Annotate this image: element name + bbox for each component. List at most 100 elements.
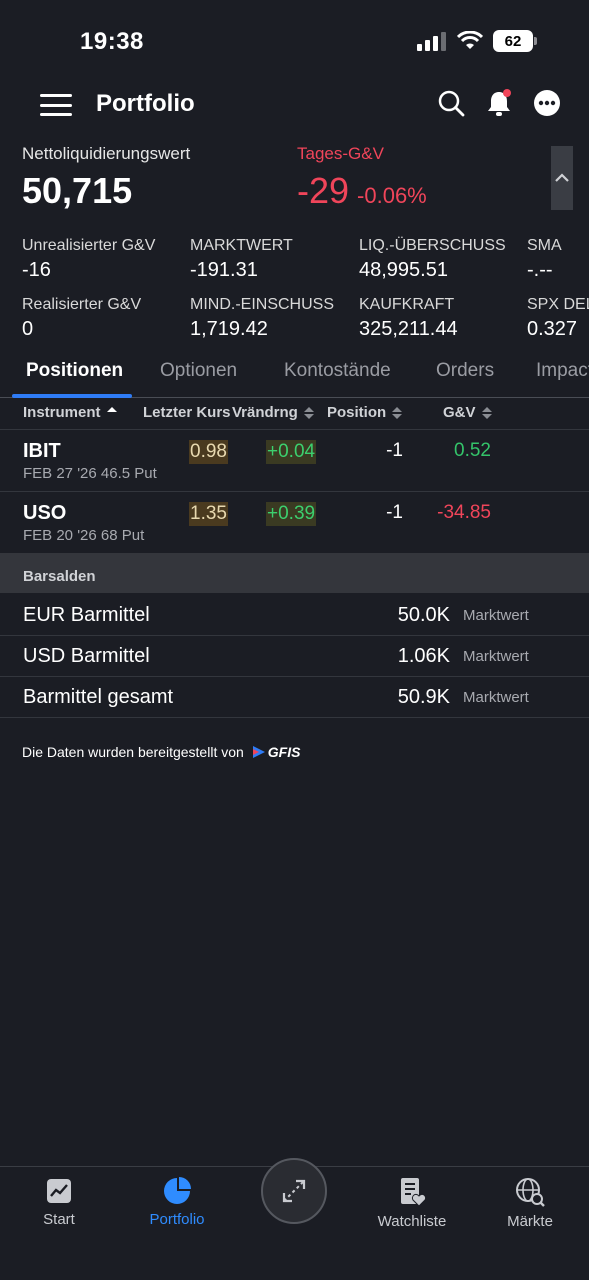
column-header-position[interactable]: Position [327, 404, 403, 421]
cash-sublabel: Marktwert [463, 648, 529, 665]
cash-value: 50.9K [397, 686, 450, 708]
metric-label: MARKTWERT [190, 237, 293, 254]
status-icons: 62 [417, 30, 537, 52]
tab-impact[interactable]: Impact [536, 360, 589, 381]
notification-bell-icon[interactable] [485, 88, 513, 118]
metric-label: MIND.-EINSCHUSS [190, 296, 335, 313]
cash-label: EUR Barmittel [23, 604, 150, 626]
section-header-cash: Barsalden [0, 553, 589, 593]
nav-portfolio[interactable]: Portfolio [122, 1177, 232, 1228]
column-header-label: Vrändrng [232, 404, 298, 421]
daily-pl-value: -29 [297, 170, 350, 211]
sort-icon [481, 406, 492, 419]
tab-orders[interactable]: Orders [436, 360, 495, 381]
chevron-up-icon [555, 173, 569, 182]
cash-label: USD Barmittel [23, 645, 150, 667]
nav-watchliste[interactable]: Watchliste [357, 1177, 467, 1230]
change: +0.39 [266, 502, 317, 526]
daily-pl: -29 -0.06% [297, 170, 427, 212]
active-tab-indicator [12, 394, 132, 398]
cash-row[interactable]: EUR Barmittel 50.0K Marktwert [0, 594, 589, 635]
metric-label: LIQ.-ÜBERSCHUSS [359, 237, 506, 254]
gfis-logo-text: GFIS [267, 744, 301, 760]
tab-bar: Positionen Optionen Kontostände Orders I… [0, 352, 589, 398]
metric-value: -16 [22, 259, 51, 281]
metric-label: SMA [527, 237, 562, 254]
collapse-summary-button[interactable] [551, 146, 573, 210]
table-row[interactable]: IBIT FEB 27 '26 46.5 Put 0.98 +0.04 -1 0… [0, 430, 589, 491]
row-description: FEB 27 '26 46.5 Put [23, 465, 157, 482]
column-header-pl[interactable]: G&V [443, 404, 492, 421]
trade-fab-button[interactable] [261, 1158, 327, 1224]
cash-value: 50.0K [397, 604, 450, 626]
sort-icon [106, 406, 117, 419]
tab-positionen[interactable]: Positionen [26, 360, 124, 381]
battery-icon: 62 [493, 30, 537, 52]
column-header-label: G&V [443, 404, 476, 421]
net-liq-value: 50,715 [22, 170, 133, 211]
table-row[interactable]: USO FEB 20 '26 68 Put 1.35 +0.39 -1 -34.… [0, 492, 589, 553]
metric-label: Realisierter G&V [22, 296, 142, 313]
nav-label: Watchliste [377, 1213, 447, 1230]
change: +0.04 [266, 440, 317, 464]
metric-label: KAUFKRAFT [359, 296, 455, 313]
column-header-label: Letzter Kurs [143, 404, 231, 421]
watchlist-icon [401, 1178, 426, 1207]
nav-start[interactable]: Start [4, 1177, 114, 1228]
more-options-icon[interactable] [533, 89, 561, 117]
status-time: 19:38 [80, 28, 144, 55]
globe-search-icon [516, 1178, 545, 1207]
divider [0, 717, 589, 718]
metric-value: -.-- [527, 259, 553, 281]
daily-pl-label: Tages-G&V [297, 144, 384, 163]
column-header-label: Position [327, 404, 387, 421]
net-liq-label: Nettoliquidierungswert [22, 144, 191, 163]
metric-label: SPX DELT [527, 296, 589, 313]
row-symbol: USO [23, 502, 67, 524]
divider [0, 635, 589, 636]
nav-label: Märkte [507, 1213, 553, 1230]
divider [0, 491, 589, 492]
gfis-logo: GFIS [252, 744, 301, 760]
metric-label: Unrealisierter G&V [22, 237, 156, 254]
row-symbol: IBIT [23, 440, 61, 462]
daily-pl-percent: -0.06% [357, 183, 427, 208]
column-header-change[interactable]: Vrändrng [232, 404, 314, 421]
last-price: 0.98 [189, 440, 228, 464]
nav-maerkte[interactable]: Märkte [475, 1177, 585, 1230]
cash-row[interactable]: USD Barmittel 1.06K Marktwert [0, 636, 589, 676]
tab-kontostaende[interactable]: Kontostände [284, 360, 391, 381]
tab-optionen[interactable]: Optionen [160, 360, 238, 381]
column-header-instrument[interactable]: Instrument [23, 404, 117, 421]
wifi-icon [457, 31, 483, 49]
data-provider-text: Die Daten wurden bereitgestellt von [22, 744, 244, 760]
cash-sublabel: Marktwert [463, 607, 529, 624]
menu-icon-line [40, 94, 72, 97]
menu-icon-line [40, 113, 72, 116]
search-icon[interactable] [437, 89, 465, 117]
metric-value: 48,995.51 [359, 259, 448, 281]
divider [0, 676, 589, 677]
menu-icon-line [40, 103, 72, 107]
data-provider-note: Die Daten wurden bereitgestellt von GFIS [22, 744, 300, 760]
metric-value: 0.327 [527, 318, 578, 340]
column-header-last-price[interactable]: Letzter Kurs [143, 404, 231, 421]
nav-label: Portfolio [149, 1211, 205, 1228]
signal-icon [417, 32, 446, 51]
position-qty: -1 [386, 502, 403, 523]
row-pl: -34.85 [437, 502, 491, 523]
sort-icon [303, 406, 314, 419]
gfis-logo-icon [252, 746, 265, 758]
cash-row[interactable]: Barmittel gesamt 50.9K Marktwert [0, 677, 589, 717]
metric-value: 325,211.44 [359, 318, 458, 340]
cash-label: Barmittel gesamt [23, 686, 174, 708]
row-description: FEB 20 '26 68 Put [23, 527, 145, 544]
metric-value: 1,719.42 [190, 318, 268, 340]
page-title: Portfolio [96, 90, 195, 117]
menu-button[interactable] [40, 94, 72, 116]
sort-icon [392, 406, 403, 419]
pie-chart-icon [164, 1177, 191, 1204]
metric-value: -191.31 [190, 259, 258, 281]
metric-value: 0 [22, 318, 34, 340]
divider [0, 429, 589, 430]
